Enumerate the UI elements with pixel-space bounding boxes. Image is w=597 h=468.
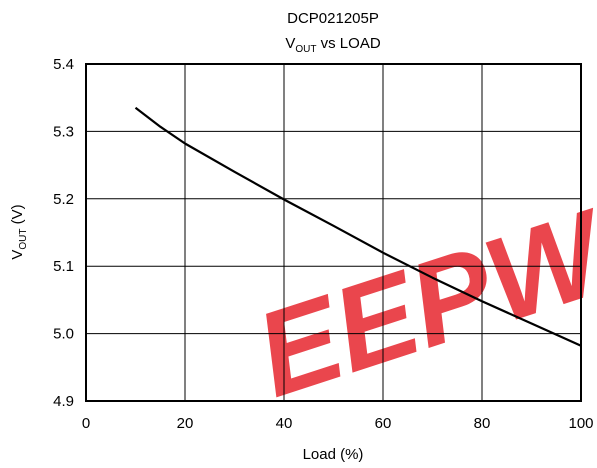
subtitle-subscript: OUT bbox=[295, 44, 316, 55]
plot-frame bbox=[85, 63, 582, 402]
subtitle-main: V bbox=[285, 35, 295, 52]
y-tick-label: 5.3 bbox=[53, 123, 74, 140]
x-tick-label: 20 bbox=[177, 415, 194, 432]
y-tick-label: 5.2 bbox=[53, 191, 74, 208]
y-label-rest: (V) bbox=[9, 204, 26, 228]
series-group bbox=[134, 106, 582, 347]
x-tick-label: 40 bbox=[276, 415, 293, 432]
tick-labels: 0 20 40 60 80 100 4.9 5.0 5.1 5.2 5.3 5.4 bbox=[53, 56, 593, 432]
x-tick-label: 80 bbox=[474, 415, 491, 432]
x-tick-label: 60 bbox=[375, 415, 392, 432]
y-tick-label: 5.0 bbox=[53, 326, 74, 343]
y-tick-label: 4.9 bbox=[53, 393, 74, 410]
chart-title: DCP021205P bbox=[287, 10, 379, 27]
y-axis-label: VOUT (V) bbox=[9, 204, 29, 259]
y-tick-label: 5.1 bbox=[53, 258, 74, 275]
y-label-subscript: OUT bbox=[18, 229, 29, 250]
vout-series-line bbox=[134, 106, 582, 347]
chart-subtitle: VOUT vs LOAD bbox=[285, 35, 380, 55]
y-label-main: V bbox=[9, 250, 26, 260]
watermark-text: EEPW bbox=[241, 183, 597, 422]
x-axis-label: Load (%) bbox=[303, 446, 364, 463]
subtitle-rest: vs LOAD bbox=[316, 35, 380, 52]
y-tick-label: 5.4 bbox=[53, 56, 74, 73]
x-tick-label: 0 bbox=[82, 415, 90, 432]
x-tick-label: 100 bbox=[568, 415, 593, 432]
watermark: EEPW bbox=[241, 183, 597, 422]
